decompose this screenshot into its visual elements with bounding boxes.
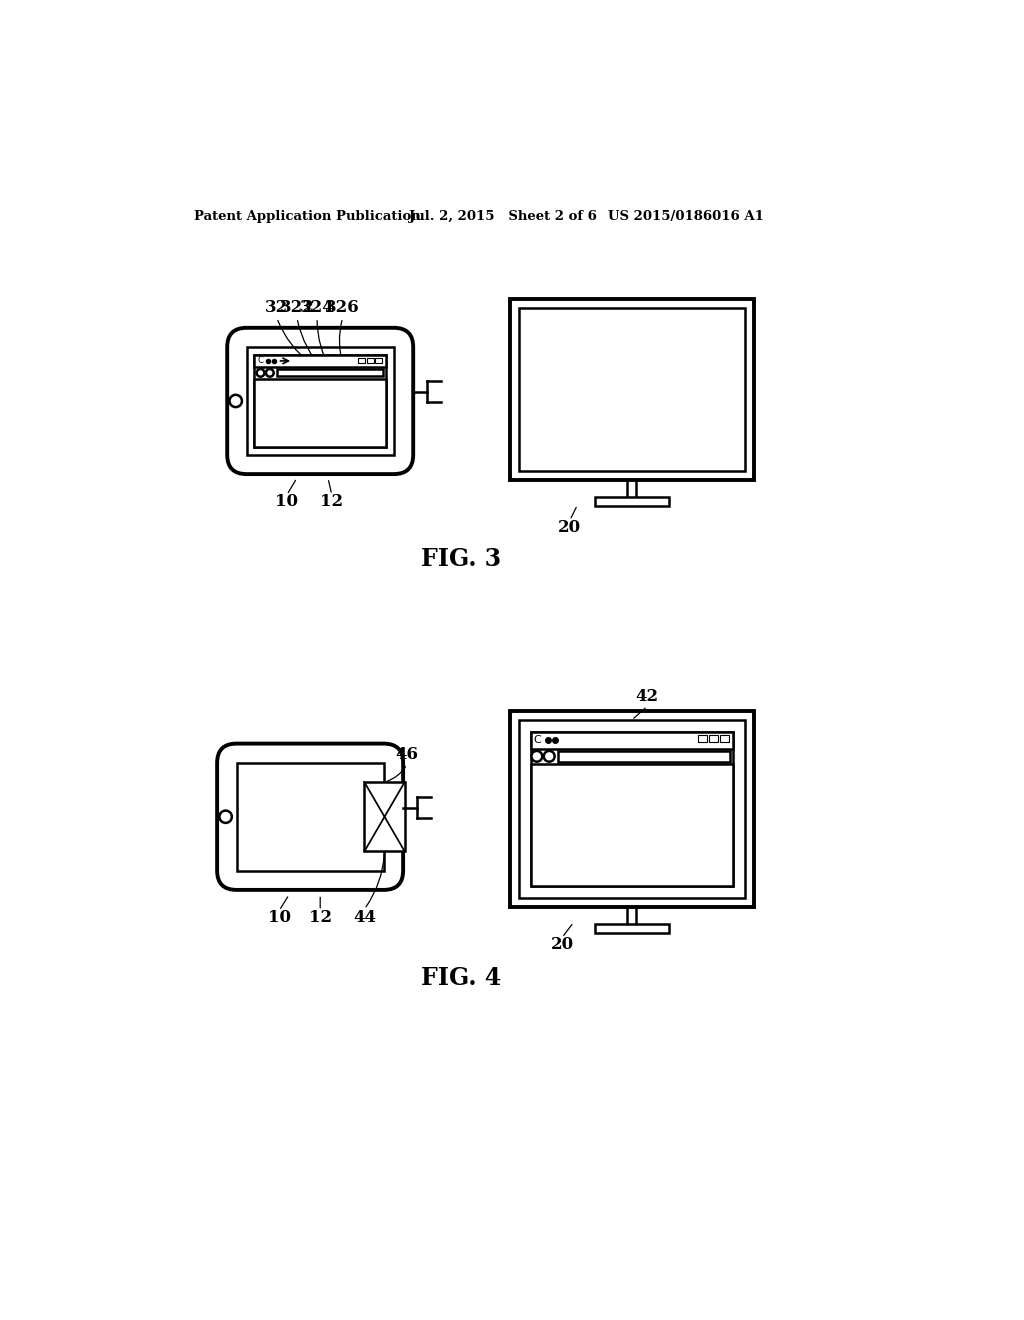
Bar (519, 721, 744, 898)
Bar (720, 735, 729, 742)
Bar (510, 711, 754, 907)
Bar (519, 308, 744, 471)
Text: 324: 324 (300, 300, 335, 317)
Bar (709, 735, 718, 742)
Bar (365, 781, 404, 851)
Text: 322: 322 (280, 300, 314, 317)
Text: C: C (534, 735, 542, 744)
Bar (367, 358, 374, 363)
Bar (595, 924, 669, 933)
Text: 20: 20 (558, 519, 582, 536)
Text: 10: 10 (275, 494, 298, 511)
Bar (530, 731, 733, 887)
Bar (254, 355, 386, 367)
Text: 12: 12 (308, 909, 332, 927)
Bar (254, 379, 386, 447)
Text: 44: 44 (353, 909, 376, 927)
Text: FIG. 3: FIG. 3 (421, 546, 502, 570)
Circle shape (257, 370, 264, 376)
Text: 46: 46 (395, 746, 419, 763)
Bar (558, 751, 730, 762)
Text: US 2015/0186016 A1: US 2015/0186016 A1 (608, 210, 764, 223)
Bar (375, 358, 382, 363)
Bar (276, 370, 383, 376)
Bar (530, 731, 733, 748)
Bar (247, 347, 394, 455)
Text: 10: 10 (267, 909, 291, 927)
Circle shape (266, 370, 273, 376)
Text: 326: 326 (326, 300, 360, 317)
Bar (698, 735, 708, 742)
Bar (595, 496, 669, 506)
Circle shape (219, 810, 231, 822)
Circle shape (531, 751, 543, 762)
Circle shape (544, 751, 555, 762)
Text: FIG. 4: FIG. 4 (421, 966, 502, 990)
Text: Patent Application Publication: Patent Application Publication (194, 210, 421, 223)
Text: C: C (257, 356, 263, 366)
Text: 20: 20 (551, 936, 573, 953)
Text: 12: 12 (321, 494, 343, 511)
FancyBboxPatch shape (227, 327, 414, 474)
Bar (510, 298, 754, 480)
Bar (530, 764, 733, 887)
Text: 32: 32 (265, 300, 289, 317)
Bar (358, 358, 366, 363)
FancyBboxPatch shape (217, 743, 403, 890)
Text: Jul. 2, 2015   Sheet 2 of 6: Jul. 2, 2015 Sheet 2 of 6 (409, 210, 596, 223)
Circle shape (229, 395, 242, 407)
Bar (254, 355, 386, 447)
Text: 42: 42 (636, 688, 658, 705)
Bar (237, 763, 384, 871)
